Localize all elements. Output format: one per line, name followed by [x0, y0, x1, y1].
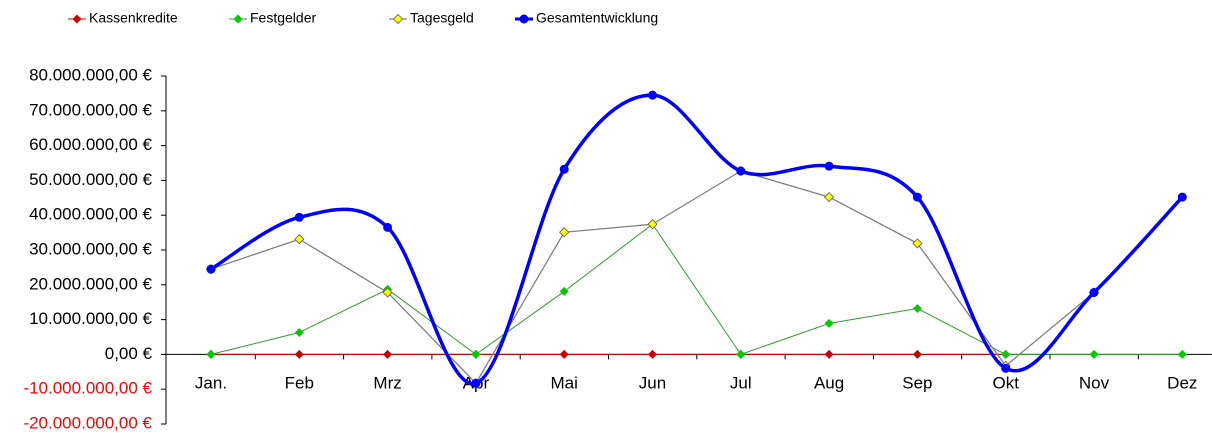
- x-tick-label: Okt: [992, 373, 1019, 392]
- data-point: [206, 264, 216, 274]
- legend-label: Tagesgeld: [410, 10, 474, 26]
- data-point: [559, 286, 569, 296]
- data-point: [1177, 192, 1187, 202]
- data-point: [294, 234, 305, 245]
- y-tick-label: 40.000.000,00 €: [29, 205, 152, 224]
- data-point: [824, 349, 834, 359]
- data-point: [648, 90, 657, 100]
- y-tick-label: 70.000.000,00 €: [29, 100, 152, 119]
- y-tick-label: 0,00 €: [105, 344, 153, 363]
- data-point: [559, 349, 569, 359]
- data-point: [912, 303, 922, 313]
- data-point: [294, 349, 304, 359]
- x-tick-label: Nov: [1079, 373, 1110, 392]
- y-tick-label: -20.000.000,00 €: [23, 413, 152, 432]
- data-point: [1001, 349, 1011, 359]
- x-tick-label: Jul: [730, 373, 752, 392]
- series-line: [210, 223, 1183, 355]
- data-point: [912, 349, 922, 359]
- x-tick-label: Aug: [814, 373, 844, 392]
- legend-marker: [233, 14, 243, 24]
- data-point: [1089, 287, 1099, 297]
- data-point: [471, 378, 481, 388]
- data-point: [294, 327, 304, 337]
- data-point: [824, 192, 835, 203]
- data-point: [1089, 349, 1099, 359]
- data-point: [559, 227, 570, 238]
- x-tick-label: Mai: [550, 373, 577, 392]
- data-point: [647, 219, 658, 230]
- y-tick-label: 60.000.000,00 €: [29, 135, 152, 154]
- data-point: [383, 349, 393, 359]
- data-point: [559, 164, 569, 174]
- data-point: [912, 192, 922, 202]
- data-point: [471, 349, 481, 359]
- legend-marker: [519, 14, 529, 24]
- x-tick-label: Jun: [639, 373, 666, 392]
- legend-label: Kassenkredite: [89, 10, 178, 26]
- data-point: [824, 318, 834, 328]
- data-point: [912, 238, 923, 249]
- data-point: [736, 166, 746, 176]
- y-tick-label: 20.000.000,00 €: [29, 274, 152, 293]
- x-tick-label: Jan.: [195, 373, 227, 392]
- legend-marker: [392, 13, 404, 25]
- legend-label: Gesamtentwicklung: [536, 10, 658, 26]
- x-tick-label: Sep: [902, 373, 932, 392]
- y-tick-label: 30.000.000,00 €: [29, 239, 152, 258]
- data-point: [382, 287, 393, 298]
- data-point: [824, 161, 834, 171]
- x-tick-label: Feb: [285, 373, 314, 392]
- legend-label: Festgelder: [250, 10, 316, 26]
- data-point: [736, 349, 746, 359]
- data-point: [1177, 349, 1187, 359]
- y-tick-label: -10.000.000,00 €: [23, 379, 152, 398]
- data-point: [206, 349, 216, 359]
- legend-marker: [72, 14, 82, 24]
- x-tick-label: Dez: [1167, 373, 1197, 392]
- data-point: [383, 222, 393, 232]
- x-tick-label: Mrz: [373, 373, 401, 392]
- data-point: [1001, 363, 1011, 373]
- y-tick-label: 10.000.000,00 €: [29, 309, 152, 328]
- data-point: [294, 212, 304, 222]
- y-tick-label: 80.000.000,00 €: [29, 65, 152, 84]
- y-tick-label: 50.000.000,00 €: [29, 170, 152, 189]
- data-point: [648, 349, 657, 359]
